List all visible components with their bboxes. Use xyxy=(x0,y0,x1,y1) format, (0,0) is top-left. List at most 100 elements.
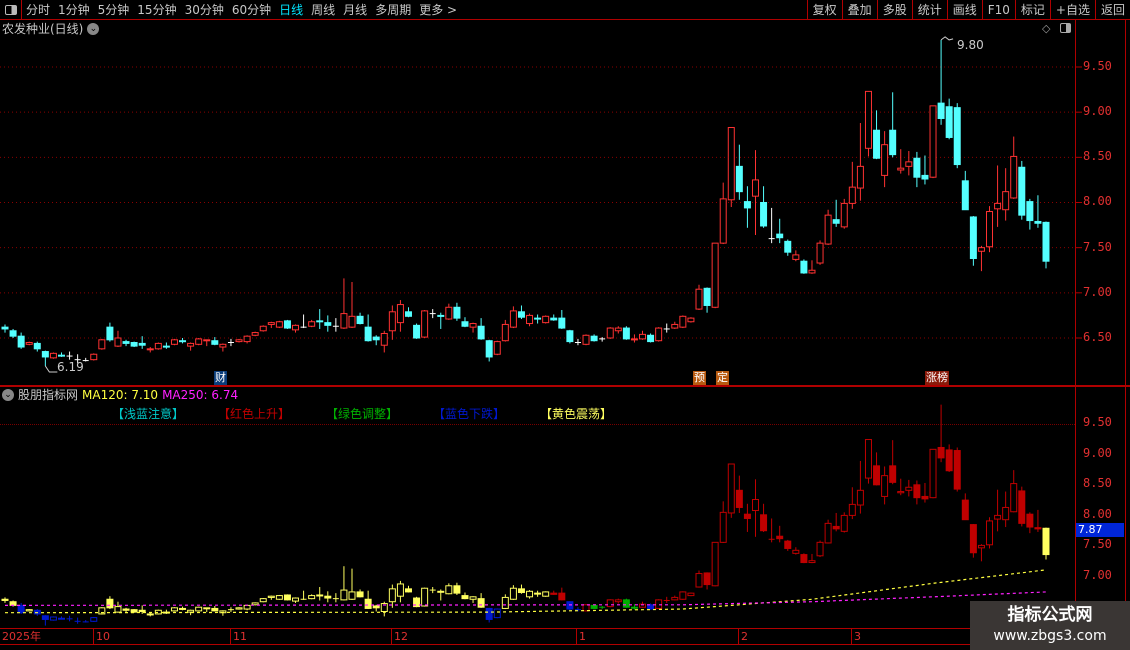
candle-body xyxy=(864,90,872,149)
indicator-candle-body xyxy=(17,604,25,614)
indicator-candle-body xyxy=(687,592,695,597)
indicator-candle-body xyxy=(348,591,356,600)
tab-period[interactable]: 60分钟 xyxy=(231,2,272,17)
candle-body xyxy=(840,202,848,228)
indicator-candle-body xyxy=(259,598,267,603)
tab-period[interactable]: 分时 xyxy=(26,2,51,17)
tab-period[interactable]: 5分钟 xyxy=(97,2,130,17)
candle-body xyxy=(364,326,372,342)
toolbar-button[interactable]: F10 xyxy=(981,0,1015,20)
chart-title: 农发种业(日线) ⌄ xyxy=(2,21,100,37)
tab-period[interactable]: 1分钟 xyxy=(58,2,90,17)
candle-body xyxy=(897,167,905,171)
legend-item: 【红色上升】 xyxy=(218,407,291,421)
indicator-candle-body xyxy=(453,585,461,594)
indicator-candle-body xyxy=(396,583,404,597)
candle-body xyxy=(90,353,98,361)
ma250-label: MA250: 6.74 xyxy=(162,388,239,402)
legend-item: 【黄色震荡】 xyxy=(540,407,613,421)
indicator-candle-body xyxy=(235,607,243,610)
indicator-candle-body xyxy=(122,608,130,611)
indicator-candle-body xyxy=(848,503,856,516)
toolbar-button[interactable]: 标记 xyxy=(1014,0,1050,20)
high-marker-arrow xyxy=(940,36,954,41)
event-tag[interactable]: 定 xyxy=(716,371,729,385)
indicator-candle-body xyxy=(614,599,622,603)
indicator-candle-body xyxy=(179,607,187,610)
indicator-candle-body xyxy=(380,603,388,612)
toolbar-button[interactable]: 画线 xyxy=(946,0,982,20)
candle-body xyxy=(372,336,380,341)
candle-body xyxy=(9,330,17,337)
tab-period[interactable]: 多周期 xyxy=(375,2,412,17)
candle-body xyxy=(421,310,429,338)
toolbar-button[interactable]: +自选 xyxy=(1049,0,1095,20)
candle-body xyxy=(776,233,784,239)
event-tag[interactable]: 预 xyxy=(693,371,706,385)
chevron-down-icon[interactable]: ⌄ xyxy=(87,23,100,35)
candle-body xyxy=(243,335,251,343)
toolbar-button[interactable]: 统计 xyxy=(911,0,947,20)
diamond-icon[interactable]: ◇ xyxy=(1042,22,1051,35)
indicator-candle-body xyxy=(477,598,485,608)
indicator-candle-body xyxy=(324,595,332,599)
indicator-axis-label: 7.50 xyxy=(1083,537,1112,552)
indicator-candle-body xyxy=(316,594,324,597)
chevron-down-icon[interactable]: ⌄ xyxy=(2,389,14,401)
indicator-candle-body xyxy=(485,607,493,620)
candle-body xyxy=(316,320,324,323)
date-label: 11 xyxy=(230,629,247,644)
tab-period[interactable]: 更多 > xyxy=(419,2,458,17)
indicator-candle-body xyxy=(364,598,372,609)
candle-body xyxy=(695,288,703,310)
indicator-candle-body xyxy=(1026,513,1034,528)
layout-toggle-icon[interactable] xyxy=(0,0,22,20)
panel-toggle-icon[interactable] xyxy=(1060,23,1071,33)
candle-body xyxy=(558,317,566,329)
divider xyxy=(0,424,1075,425)
date-label: 12 xyxy=(391,629,408,644)
toolbar-button[interactable]: 多股 xyxy=(876,0,912,20)
indicator-candle-body xyxy=(808,560,816,564)
indicator-candle-body xyxy=(590,604,598,609)
candle-body xyxy=(961,180,969,211)
candle-body xyxy=(259,325,267,332)
axis-divider xyxy=(1075,20,1076,628)
date-label: 2025年 xyxy=(2,630,41,643)
candle-body xyxy=(170,339,178,345)
candle-body xyxy=(324,322,332,326)
indicator-candle-body xyxy=(340,589,348,601)
event-tag[interactable]: 财 xyxy=(214,371,227,385)
tab-period[interactable]: 周线 xyxy=(311,2,336,17)
toolbar-button[interactable]: 叠加 xyxy=(841,0,877,20)
indicator-candle-body xyxy=(41,615,49,620)
indicator-candle-body xyxy=(1018,490,1026,524)
event-tag[interactable]: 涨榜 xyxy=(925,371,949,385)
candle-body xyxy=(969,216,977,259)
candle-body xyxy=(413,324,421,339)
indicator-candle-body xyxy=(25,609,33,612)
tab-period[interactable]: 30分钟 xyxy=(184,2,224,17)
indicator-candle-body xyxy=(703,572,711,586)
toolbar-button[interactable]: 复权 xyxy=(806,0,842,20)
tab-period[interactable]: 日线 xyxy=(279,2,304,17)
date-axis: 2025年 10 11 12 1 2 3 xyxy=(0,628,1130,645)
indicator-header: ⌄ 股朋指标网 MA120: 7.10 MA250: 6.74 xyxy=(2,388,238,402)
candle-body xyxy=(122,341,130,344)
tab-period[interactable]: 月线 xyxy=(343,2,368,17)
indicator-candle-body xyxy=(743,513,751,519)
indicator-candle-body xyxy=(760,514,768,532)
pane-divider[interactable] xyxy=(0,385,1130,387)
tab-period[interactable]: 15分钟 xyxy=(137,2,177,17)
indicator-candle-body xyxy=(937,446,945,459)
candle-body xyxy=(606,327,614,339)
candle-body xyxy=(1034,220,1042,224)
indicator-candle-body xyxy=(404,588,412,593)
candle-body xyxy=(187,342,195,347)
candle-body xyxy=(340,313,348,329)
price-axis-label: 7.50 xyxy=(1083,239,1112,254)
indicator-candle-body xyxy=(388,588,396,603)
toolbar-button[interactable]: 返回 xyxy=(1094,0,1130,20)
candle-body xyxy=(655,327,663,342)
candle-body xyxy=(639,333,647,340)
